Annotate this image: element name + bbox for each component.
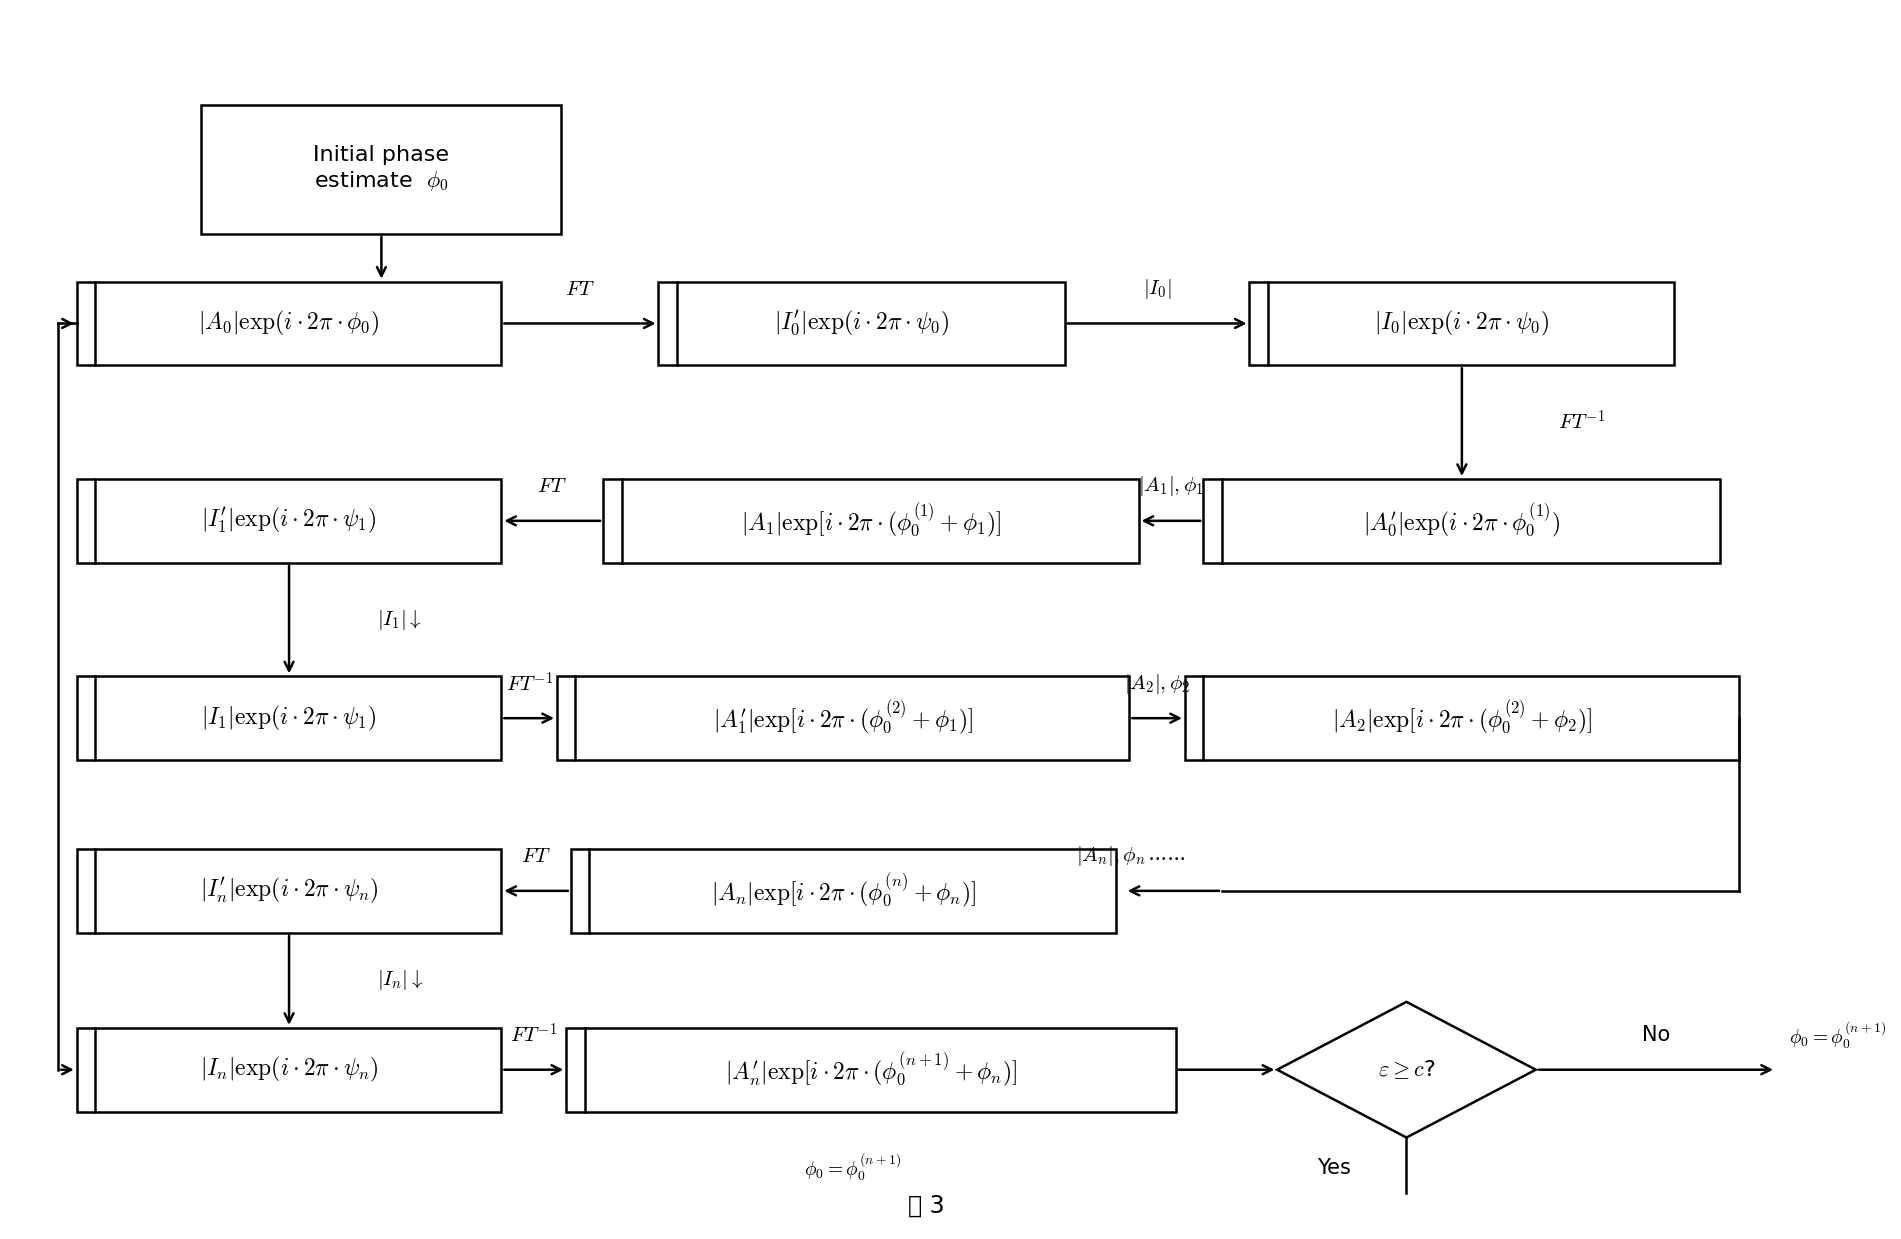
Text: $\phi_0=\phi_0^{(n+1)}$: $\phi_0=\phi_0^{(n+1)}$: [1789, 1020, 1886, 1051]
FancyBboxPatch shape: [1203, 479, 1720, 563]
Text: $FT$: $FT$: [538, 476, 566, 497]
Text: $FT^{-1}$: $FT^{-1}$: [506, 672, 553, 696]
FancyBboxPatch shape: [658, 281, 1065, 366]
Text: $|I_1^{\prime}|\exp(i\cdot 2\pi\cdot\psi_1)$: $|I_1^{\prime}|\exp(i\cdot 2\pi\cdot\psi…: [202, 507, 376, 535]
Text: $|I_n|\downarrow$: $|I_n|\downarrow$: [376, 969, 424, 992]
Text: $|I_0|\exp(i\cdot 2\pi\cdot\psi_0)$: $|I_0|\exp(i\cdot 2\pi\cdot\psi_0)$: [1374, 309, 1549, 338]
Text: $|A_1|,\phi_1$: $|A_1|,\phi_1$: [1139, 475, 1203, 498]
Text: $|A_0^{\prime}|\exp(i\cdot 2\pi\cdot\phi_0^{(1)})$: $|A_0^{\prime}|\exp(i\cdot 2\pi\cdot\phi…: [1363, 502, 1561, 540]
Text: 图 3: 图 3: [909, 1193, 945, 1218]
FancyBboxPatch shape: [76, 281, 502, 366]
Text: $|A_2|\exp[i\cdot 2\pi\cdot(\phi_0^{(2)}+\phi_2)]$: $|A_2|\exp[i\cdot 2\pi\cdot(\phi_0^{(2)}…: [1333, 699, 1591, 737]
Text: $|I_0^{\prime}|\exp(i\cdot 2\pi\cdot\psi_0)$: $|I_0^{\prime}|\exp(i\cdot 2\pi\cdot\psi…: [774, 309, 949, 338]
Text: $|A_1^{\prime}|\exp[i\cdot 2\pi\cdot(\phi_0^{(2)}+\phi_1)]$: $|A_1^{\prime}|\exp[i\cdot 2\pi\cdot(\ph…: [713, 699, 973, 737]
Text: Initial phase
estimate  $\phi_0$: Initial phase estimate $\phi_0$: [314, 145, 449, 193]
FancyBboxPatch shape: [76, 849, 502, 933]
FancyBboxPatch shape: [603, 479, 1139, 563]
FancyBboxPatch shape: [566, 1028, 1175, 1111]
Text: $|A_n|,\phi_n$: $|A_n|,\phi_n$: [1076, 844, 1146, 869]
Text: $|I_1|\exp(i\cdot 2\pi\cdot\psi_1)$: $|I_1|\exp(i\cdot 2\pi\cdot\psi_1)$: [202, 704, 376, 732]
Polygon shape: [1277, 1002, 1536, 1137]
Text: $|A_n|\exp[i\cdot 2\pi\cdot(\phi_0^{(n)}+\phi_n)]$: $|A_n|\exp[i\cdot 2\pi\cdot(\phi_0^{(n)}…: [711, 872, 975, 909]
FancyBboxPatch shape: [202, 104, 561, 234]
Text: $\varepsilon\geq c$?: $\varepsilon\geq c$?: [1378, 1058, 1435, 1082]
Text: No: No: [1642, 1025, 1669, 1046]
Text: $|A_0|\exp(i\cdot 2\pi\cdot\phi_0)$: $|A_0|\exp(i\cdot 2\pi\cdot\phi_0)$: [198, 309, 380, 338]
Text: $\phi_0=\phi_0^{(n+1)}$: $\phi_0=\phi_0^{(n+1)}$: [804, 1151, 901, 1183]
Text: $|I_n|\exp(i\cdot 2\pi\cdot\psi_n)$: $|I_n|\exp(i\cdot 2\pi\cdot\psi_n)$: [200, 1056, 378, 1084]
Text: $|A_n^{\prime}|\exp[i\cdot 2\pi\cdot(\phi_0^{(n+1)}+\phi_n)]$: $|A_n^{\prime}|\exp[i\cdot 2\pi\cdot(\ph…: [724, 1051, 1017, 1089]
Text: $|A_2|,\phi_2$: $|A_2|,\phi_2$: [1123, 672, 1190, 695]
FancyBboxPatch shape: [1249, 281, 1675, 366]
Text: $FT^{-1}$: $FT^{-1}$: [509, 1023, 557, 1047]
Text: $|I_n^{\prime}|\exp(i\cdot 2\pi\cdot\psi_n)$: $|I_n^{\prime}|\exp(i\cdot 2\pi\cdot\psi…: [200, 876, 378, 906]
FancyBboxPatch shape: [1184, 676, 1739, 760]
Text: $FT$: $FT$: [521, 846, 551, 866]
Text: Yes: Yes: [1317, 1158, 1352, 1178]
FancyBboxPatch shape: [76, 1028, 502, 1111]
Text: $|I_0|$: $|I_0|$: [1143, 278, 1171, 301]
FancyBboxPatch shape: [76, 479, 502, 563]
Text: $FT$: $FT$: [565, 279, 595, 299]
FancyBboxPatch shape: [76, 676, 502, 760]
Text: $|I_1|\downarrow$: $|I_1|\downarrow$: [378, 607, 422, 632]
FancyBboxPatch shape: [570, 849, 1116, 933]
FancyBboxPatch shape: [557, 676, 1129, 760]
Text: $\cdots\cdots$: $\cdots\cdots$: [1146, 846, 1186, 866]
Text: $FT^{-1}$: $FT^{-1}$: [1559, 410, 1606, 434]
Text: $|A_1|\exp[i\cdot 2\pi\cdot(\phi_0^{(1)}+\phi_1)]$: $|A_1|\exp[i\cdot 2\pi\cdot(\phi_0^{(1)}…: [741, 502, 1002, 540]
